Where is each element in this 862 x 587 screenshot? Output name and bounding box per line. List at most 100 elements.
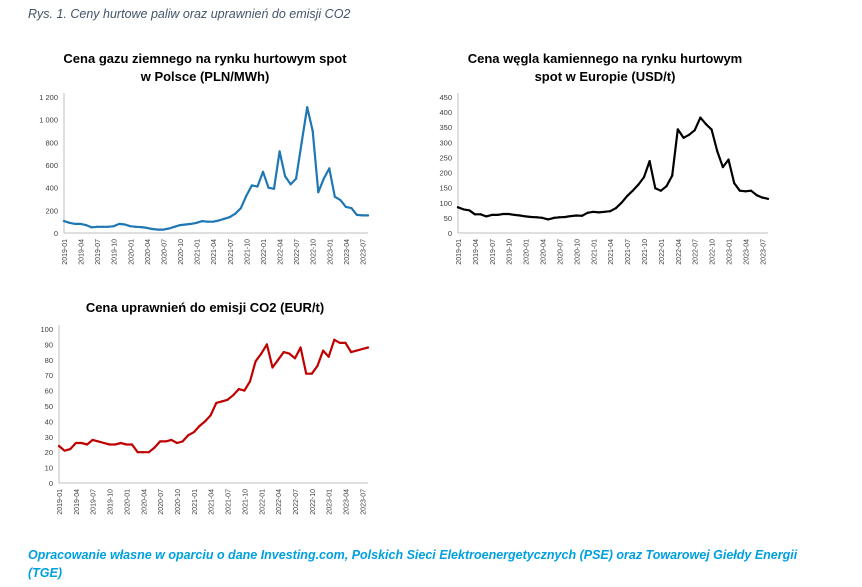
y-tick-label: 30: [45, 433, 53, 442]
data-point: [96, 225, 99, 228]
x-tick-label: 2020-01: [124, 489, 131, 515]
data-point: [710, 128, 713, 131]
y-tick-label: 100: [439, 199, 452, 208]
x-tick-label: 2023-04: [743, 239, 750, 265]
data-point: [295, 177, 298, 180]
x-tick-label: 2021-07: [625, 239, 632, 265]
x-tick-label: 2023-01: [327, 489, 334, 515]
data-point: [201, 220, 204, 223]
data-point: [203, 420, 207, 423]
data-point: [123, 223, 126, 226]
data-point: [226, 398, 229, 401]
data-point: [220, 400, 224, 403]
data-point: [254, 360, 257, 363]
data-point: [175, 441, 179, 445]
data-point: [462, 208, 465, 211]
data-point: [250, 184, 254, 187]
x-tick-label: 2021-04: [211, 239, 218, 265]
data-point: [209, 414, 212, 417]
data-point: [267, 186, 270, 189]
x-tick-label: 2019-07: [95, 239, 102, 265]
data-point: [552, 216, 555, 219]
x-tick-label: 2019-07: [490, 239, 497, 265]
data-point: [107, 225, 110, 228]
y-tick-label: 100: [40, 325, 53, 334]
data-point: [687, 133, 691, 136]
data-point: [74, 441, 77, 445]
data-point: [151, 227, 154, 231]
data-point: [468, 209, 471, 212]
data-point: [140, 226, 143, 229]
data-point: [631, 189, 634, 192]
data-point: [704, 123, 708, 126]
data-point: [366, 346, 370, 349]
x-tick-label: 2019-10: [108, 489, 115, 515]
x-tick-label: 2019-04: [79, 239, 86, 265]
data-point: [79, 222, 82, 226]
data-point: [118, 222, 121, 226]
y-tick-label: 0: [54, 229, 58, 238]
data-point: [665, 185, 668, 188]
data-point: [620, 201, 623, 204]
data-point: [558, 216, 561, 219]
x-tick-label: 2023-07: [360, 239, 367, 265]
y-tick-label: 200: [45, 206, 58, 215]
data-point: [524, 215, 527, 218]
data-point: [198, 424, 201, 428]
data-point: [73, 222, 77, 226]
data-point: [569, 214, 572, 218]
data-point: [361, 214, 364, 217]
data-point: [586, 211, 589, 214]
chart-title: spot w Europie (USD/t): [535, 69, 676, 84]
data-point: [609, 210, 612, 213]
y-tick-label: 50: [45, 402, 53, 411]
data-point: [316, 364, 319, 368]
data-point: [344, 205, 347, 209]
data-point: [350, 351, 353, 354]
data-point: [167, 227, 171, 230]
x-tick-label: 2022-07: [294, 239, 301, 265]
y-tick-label: 70: [45, 371, 53, 380]
x-tick-label: 2022-04: [278, 239, 285, 265]
x-tick-label: 2021-10: [242, 489, 249, 515]
data-point: [339, 199, 342, 202]
data-point: [223, 217, 226, 220]
data-point: [190, 222, 193, 226]
y-tick-label: 50: [444, 214, 452, 223]
data-point: [125, 443, 128, 446]
data-point: [91, 438, 94, 441]
data-point: [69, 448, 72, 451]
data-point: [625, 195, 629, 198]
data-point: [114, 443, 117, 446]
data-point: [256, 185, 259, 188]
data-point: [215, 401, 218, 405]
chart-title: Cena uprawnień do emisji CO2 (EUR/t): [86, 300, 324, 315]
data-point: [265, 343, 268, 346]
data-point: [513, 213, 516, 216]
data-point: [603, 210, 606, 213]
x-tick-label: 2020-04: [145, 239, 152, 265]
data-point: [271, 366, 274, 369]
source-note: Opracowanie własne w oparciu o dane Inve…: [28, 548, 798, 580]
y-tick-label: 60: [45, 387, 53, 396]
x-tick-label: 2021-04: [608, 239, 615, 265]
x-tick-label: 2022-01: [259, 489, 266, 515]
x-tick-label: 2023-07: [760, 239, 767, 265]
data-point: [716, 150, 719, 153]
data-point: [761, 196, 764, 199]
data-point: [245, 194, 248, 197]
x-tick-label: 2023-04: [344, 489, 351, 515]
data-point: [496, 213, 499, 216]
data-point: [57, 444, 61, 448]
y-tick-label: 150: [439, 184, 452, 193]
x-tick-label: 2020-07: [158, 489, 165, 515]
figure-caption: Rys. 1. Ceny hurtowe paliw oraz uprawnie…: [28, 7, 351, 21]
data-point: [300, 141, 303, 144]
data-point: [261, 170, 265, 173]
y-tick-label: 400: [45, 184, 58, 193]
x-tick-label: 2022-04: [276, 489, 283, 515]
data-point: [355, 213, 359, 216]
data-point: [299, 346, 302, 349]
x-tick-label: 2022-10: [311, 239, 318, 265]
